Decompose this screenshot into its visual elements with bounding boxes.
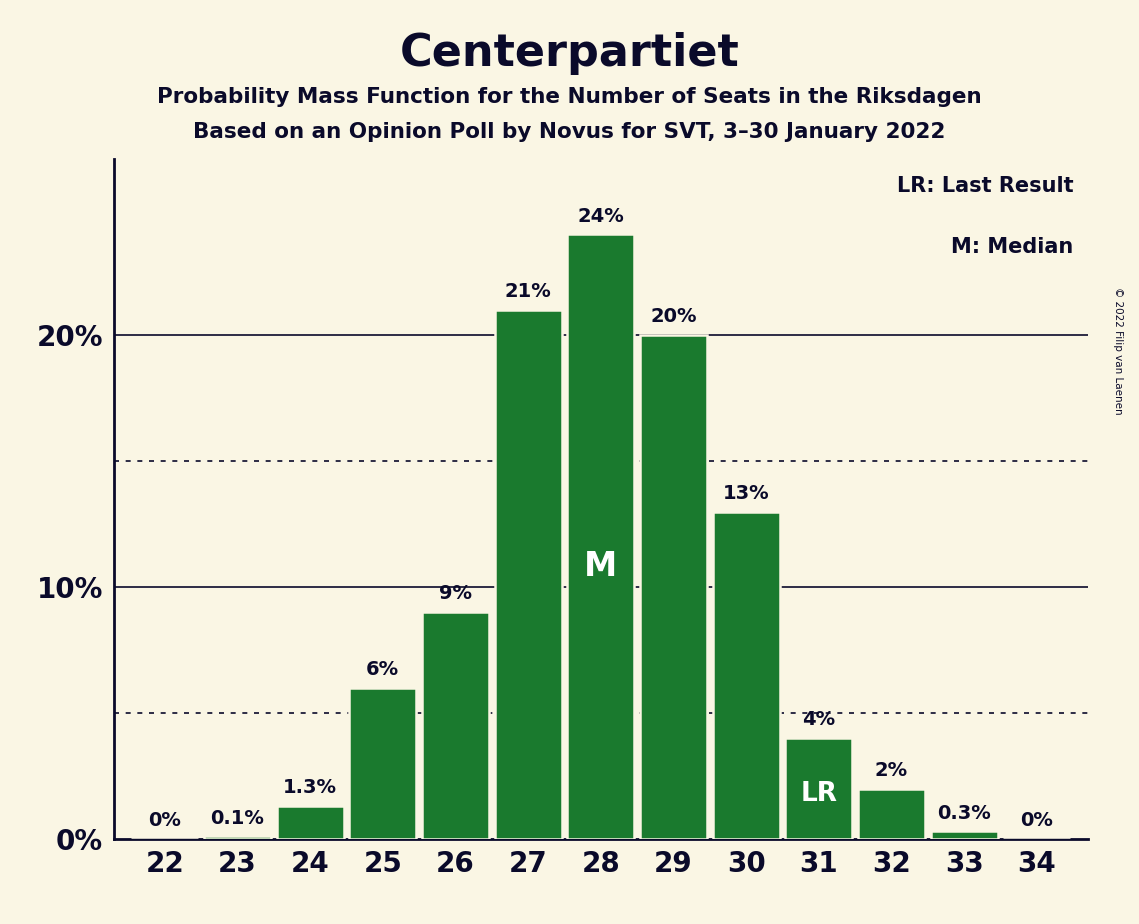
Text: 0.1%: 0.1% <box>211 808 264 828</box>
Text: 20%: 20% <box>650 308 697 326</box>
Bar <box>931 832 998 839</box>
Text: Based on an Opinion Poll by Novus for SVT, 3–30 January 2022: Based on an Opinion Poll by Novus for SV… <box>194 122 945 142</box>
Text: 2%: 2% <box>875 760 908 780</box>
Text: Probability Mass Function for the Number of Seats in the Riksdagen: Probability Mass Function for the Number… <box>157 87 982 107</box>
Text: LR: LR <box>801 781 837 807</box>
Text: LR: Last Result: LR: Last Result <box>896 176 1073 196</box>
Bar <box>423 613 489 839</box>
Bar <box>567 235 634 839</box>
Bar <box>713 512 779 839</box>
Text: Centerpartiet: Centerpartiet <box>400 32 739 76</box>
Bar <box>350 687 416 839</box>
Text: 6%: 6% <box>367 660 400 679</box>
Text: 0%: 0% <box>148 811 181 830</box>
Bar <box>277 807 344 839</box>
Text: 9%: 9% <box>439 585 472 603</box>
Bar <box>494 310 562 839</box>
Bar <box>204 836 271 839</box>
Text: 0%: 0% <box>1021 811 1054 830</box>
Bar <box>640 335 707 839</box>
Text: 4%: 4% <box>802 711 835 729</box>
Text: 13%: 13% <box>723 484 770 503</box>
Text: M: M <box>584 551 617 583</box>
Text: 0.3%: 0.3% <box>937 804 991 822</box>
Text: 24%: 24% <box>577 207 624 225</box>
Text: 1.3%: 1.3% <box>284 778 337 797</box>
Bar <box>786 738 852 839</box>
Text: 21%: 21% <box>505 282 551 301</box>
Text: M: Median: M: Median <box>951 237 1073 257</box>
Text: © 2022 Filip van Laenen: © 2022 Filip van Laenen <box>1114 287 1123 415</box>
Bar <box>858 788 925 839</box>
